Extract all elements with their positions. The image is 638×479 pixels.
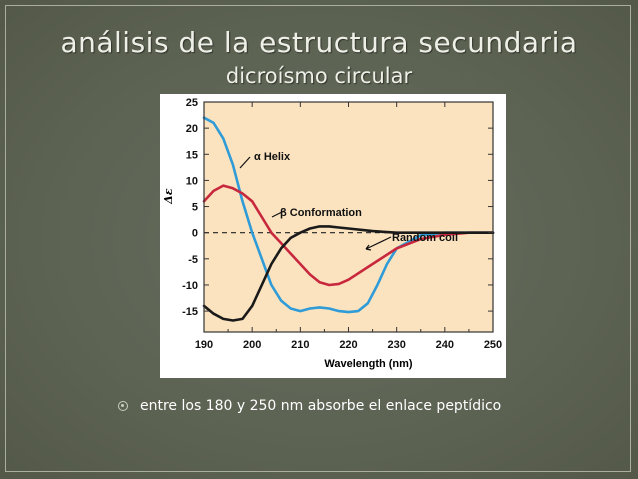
x-tick-label: 240 [436,339,454,351]
circle-bullet-icon [118,401,128,411]
y-tick-label: 5 [192,202,198,214]
series-line-3 [202,225,495,322]
x-tick-label: 250 [484,339,502,351]
x-tick-label: 230 [387,339,405,351]
bullet-text: entre los 180 y 250 nm absorbe el enlace… [140,398,502,414]
y-tick-label: -10 [182,280,198,292]
alpha-helix-pointer [239,156,251,169]
cd-spectrum-chart: α Helix β Conformation Random coil 190 200 21… [160,94,506,378]
y-tick-label: -5 [188,254,198,266]
random-coil-label: Random coil [392,232,458,244]
random-coil-pointer [365,236,392,251]
y-tick-label: 0 [192,228,198,240]
slide-title: análisis de la estructura secundaria [60,26,578,59]
y-tick-label: 20 [186,123,198,135]
beta-conformation-label: β Conformation [280,207,362,219]
x-tick-label: 190 [195,339,213,351]
series-line-1 [202,116,495,314]
beta-pointer [271,210,285,218]
x-tick-label: 210 [291,339,309,351]
alpha-helix-label: α Helix [254,151,291,163]
y-tick-label: 10 [186,175,198,187]
plot-area [204,102,493,332]
x-tick-label: 220 [339,339,357,351]
bullet-item: entre los 180 y 250 nm absorbe el enlace… [118,398,501,414]
x-tick-label: 200 [243,339,261,351]
y-tick-label: -15 [182,306,198,318]
series-line-2 [202,184,495,287]
y-tick-label: 15 [186,149,198,161]
y-tick-label: 25 [186,97,198,109]
y-axis-label: Δε [162,188,175,205]
x-axis-label: Wavelength (nm) [324,358,413,370]
slide-subtitle: dicroísmo circular [225,64,413,88]
slide-border [5,5,631,472]
